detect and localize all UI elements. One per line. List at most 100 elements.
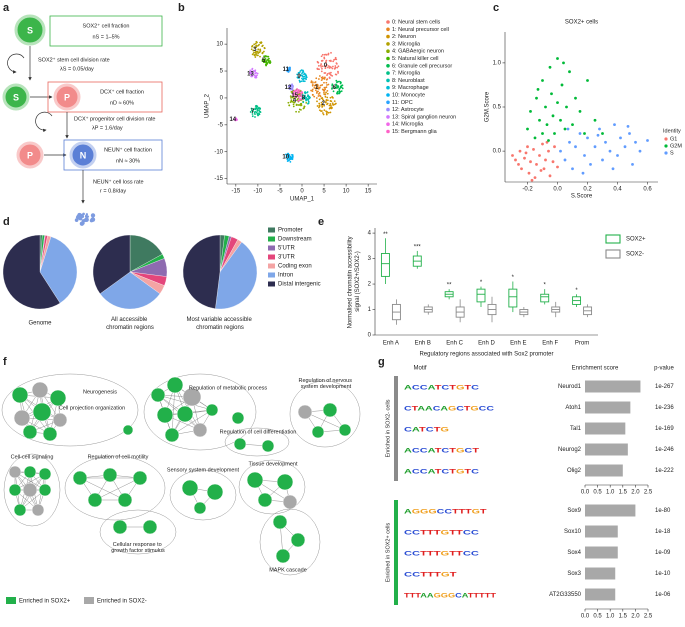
term-node (38, 483, 52, 497)
cell-dot (304, 91, 307, 93)
term-label: Regulation of metabolic process (189, 385, 268, 391)
x-tick-label: -0.2 (522, 187, 533, 193)
panel-label: e (318, 216, 324, 228)
cell-dot (318, 106, 320, 109)
cluster-outline (289, 380, 361, 448)
cluster-label: 5 (262, 58, 266, 64)
point (626, 125, 630, 128)
bar (585, 464, 623, 477)
x-tick-label: 1.5 (619, 614, 628, 620)
cell-dot (286, 160, 289, 163)
cell-dot (323, 91, 325, 94)
rate-value: r = 0.8/day (100, 188, 126, 194)
point (541, 79, 544, 82)
cell-dot (261, 52, 264, 55)
x-tick-label: -15 (231, 189, 240, 195)
cell-dot (321, 67, 323, 70)
point (526, 127, 529, 131)
cell-dot (326, 84, 328, 86)
cell-dot (317, 90, 319, 93)
bar-label: Sox4 (567, 550, 581, 556)
self-loop (35, 111, 53, 133)
term-node (231, 411, 245, 425)
cell-dot (255, 76, 257, 78)
legend-swatch (386, 85, 390, 90)
x-tick-label: 0.0 (581, 614, 590, 620)
cluster-outline (3, 453, 61, 527)
cell-dot (258, 106, 260, 109)
point (533, 136, 537, 140)
cell-dot (300, 93, 303, 96)
term-node (181, 479, 199, 497)
cell-dot (318, 68, 320, 71)
debris-dot (84, 214, 88, 218)
cell-dot (302, 97, 305, 100)
cell-dot (320, 55, 323, 58)
legend-label: Enriched in SOX2- (97, 599, 147, 605)
term-node (257, 492, 273, 508)
edge (304, 411, 346, 431)
term-node (205, 403, 219, 417)
term-node (132, 470, 148, 486)
x-axis-title: Regulatory regions associated with Sox2 … (419, 352, 553, 358)
cell-dot (317, 78, 320, 80)
cell-dot (301, 91, 303, 93)
box (47, 81, 163, 113)
legend-swatch (84, 597, 94, 604)
cell-dot (310, 81, 313, 84)
significance: * (512, 275, 515, 281)
point (535, 96, 538, 100)
cell-dot (326, 72, 329, 75)
y-tick-label: 0 (368, 333, 372, 339)
cell-dot (321, 65, 324, 68)
cell-dot (302, 101, 305, 104)
p-value: 1e-169 (655, 426, 674, 432)
cell-dot (320, 65, 323, 68)
cluster-label: 14 (229, 117, 236, 123)
cell-dot (248, 72, 251, 74)
cell-dot (303, 77, 306, 80)
legend-title: Identity (663, 128, 681, 134)
cluster-outline (224, 427, 290, 457)
x-tick-label: Enh D (478, 341, 495, 347)
cell-dot (297, 97, 299, 100)
point (539, 169, 543, 172)
point (559, 149, 562, 153)
cell-dot (256, 74, 258, 77)
debris-dot (90, 219, 94, 223)
cell-dot (323, 86, 326, 89)
cell-dot (298, 81, 301, 83)
cell-dot (325, 78, 328, 81)
cell-dot (263, 47, 266, 50)
point (548, 174, 552, 178)
point (631, 162, 634, 166)
cell-dot (327, 52, 330, 55)
panel-label: a (3, 2, 10, 14)
legend-label: Distal intergenic (278, 282, 321, 288)
cell-dot (263, 55, 265, 58)
bar (585, 588, 616, 601)
cell-dot (253, 108, 255, 111)
cell-dot (291, 156, 294, 159)
legend-swatch (268, 245, 275, 251)
cluster-label: 1 (315, 85, 319, 91)
cell-dot (257, 54, 259, 57)
cell-dot (320, 70, 323, 73)
legend-label: 2: Neuron (392, 34, 416, 40)
cell-dot (268, 57, 270, 60)
term-label: Regulation of cell differentiation (220, 429, 297, 435)
p-value: 1e-246 (655, 447, 674, 453)
cell-dot (296, 73, 299, 76)
point (553, 145, 556, 149)
bar (585, 546, 618, 559)
point (547, 139, 550, 142)
cluster-outline (259, 508, 321, 576)
point (545, 123, 549, 127)
p-value: 1e-236 (655, 405, 674, 411)
cell-dot (255, 111, 258, 114)
rate-title: NEUN⁺ cell loss rate (93, 178, 144, 185)
cell-dot (295, 93, 298, 96)
cell-dot (256, 41, 258, 44)
